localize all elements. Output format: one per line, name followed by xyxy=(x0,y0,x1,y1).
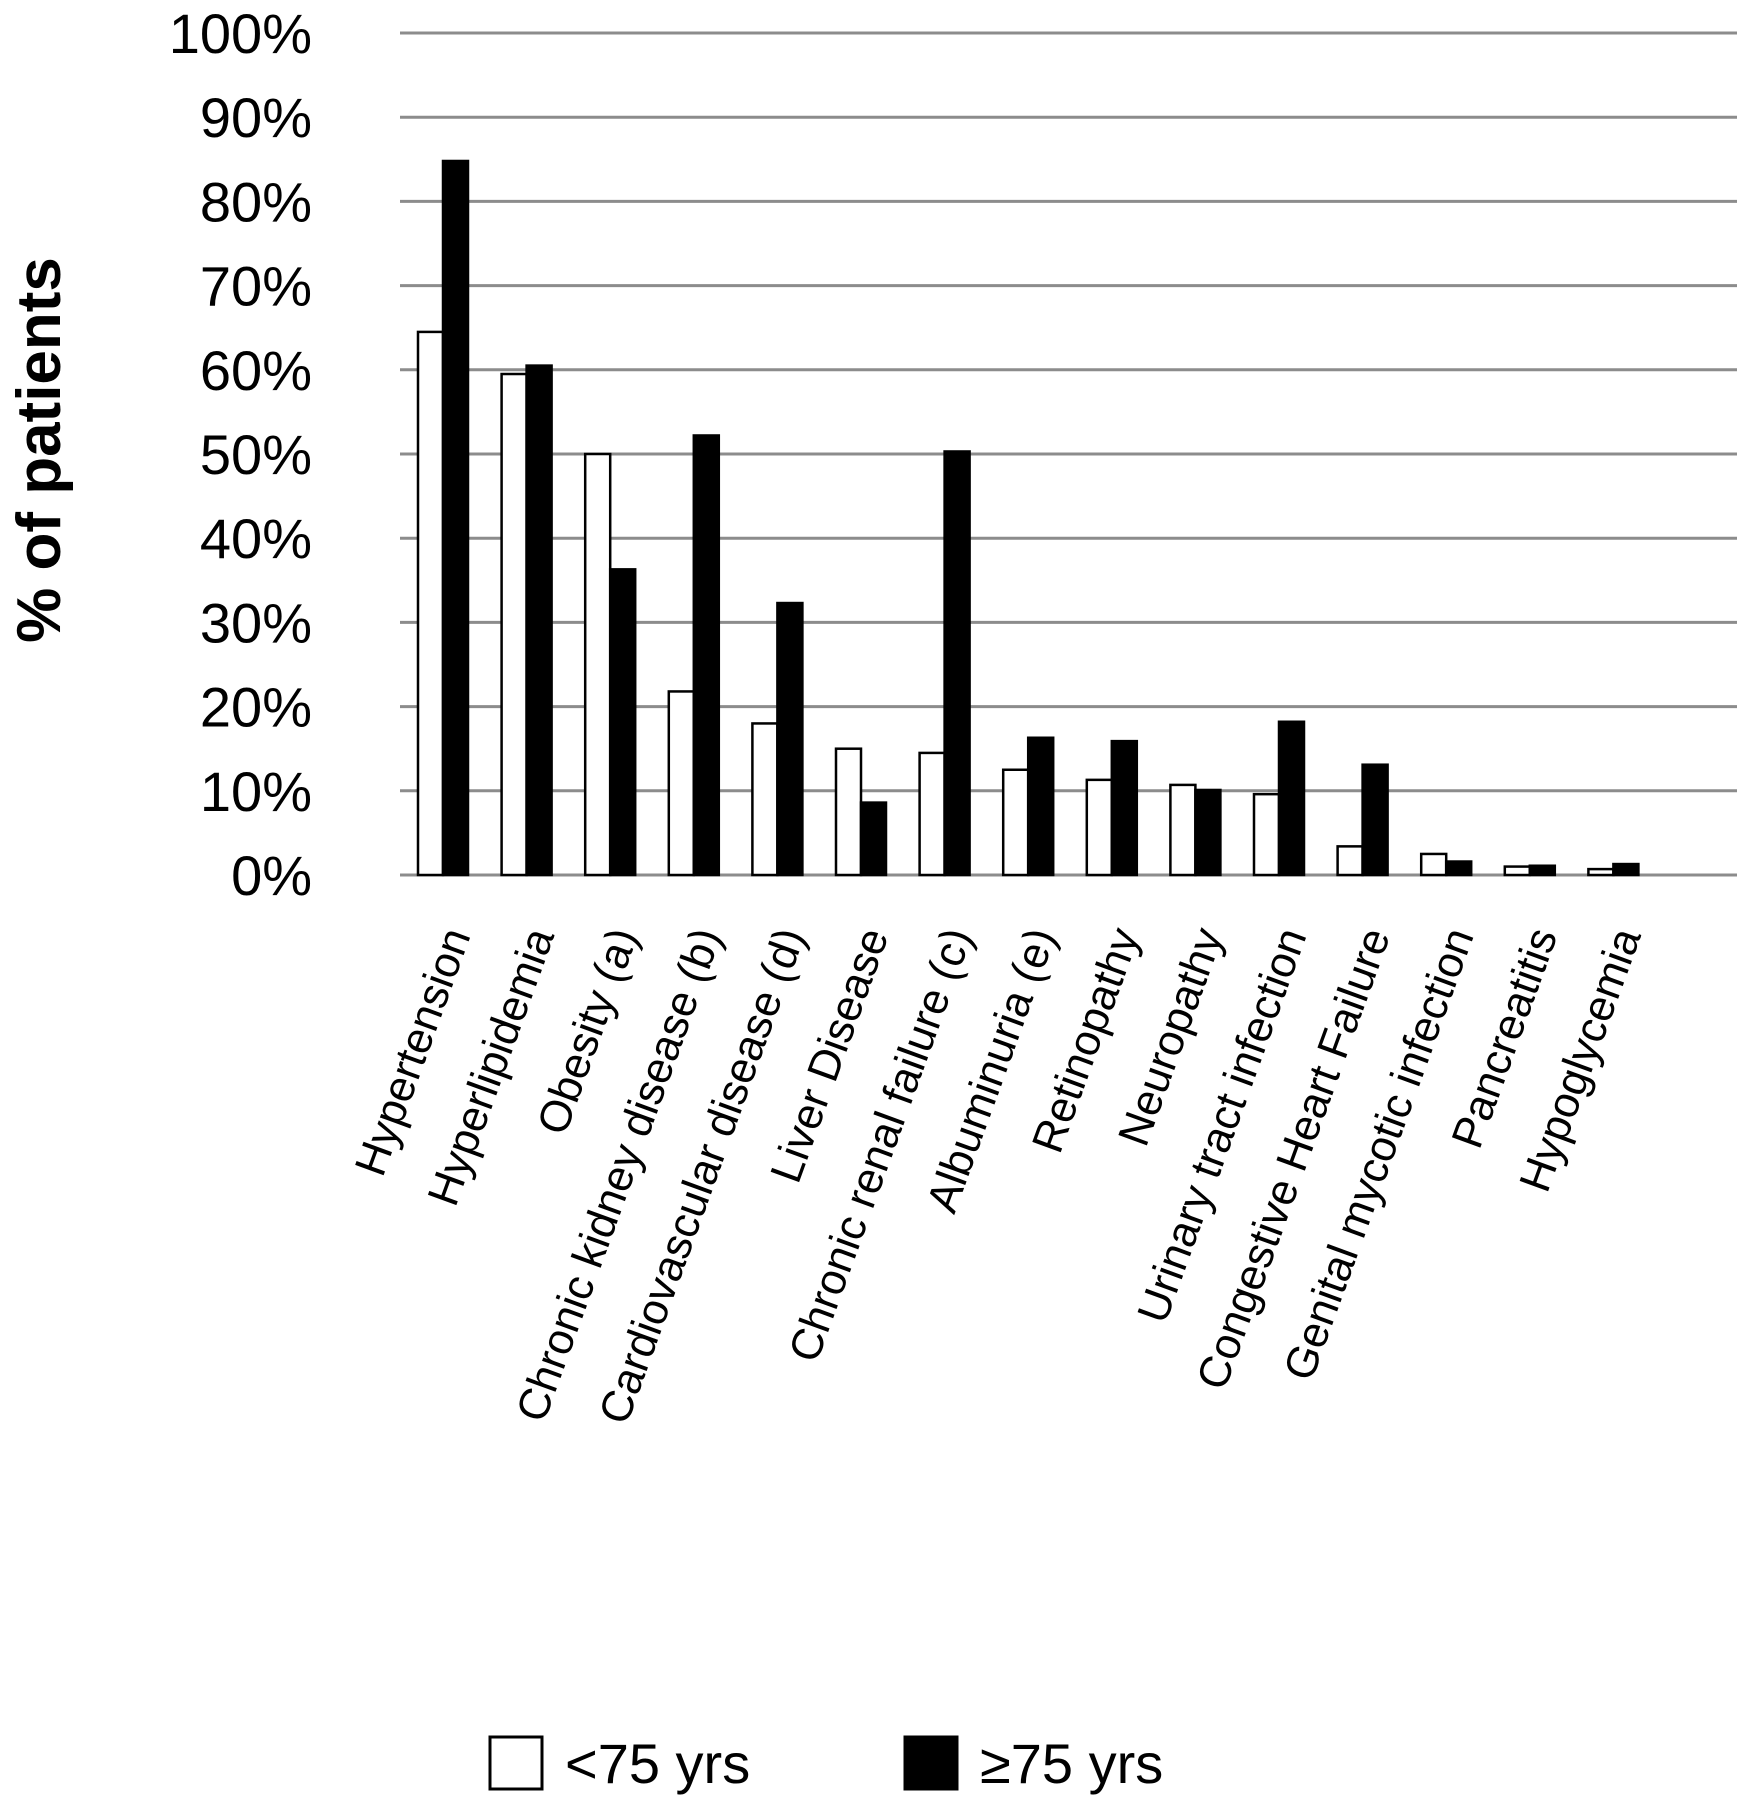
bar-75-plus xyxy=(1110,739,1139,877)
bar-under-75 xyxy=(1252,792,1281,877)
bar-75-plus xyxy=(1026,736,1055,877)
bar-under-75 xyxy=(751,722,779,877)
legend-swatch xyxy=(488,1735,544,1791)
y-tick-label: 40% xyxy=(200,507,312,570)
y-tick-label: 30% xyxy=(200,591,312,654)
y-axis-ticks: 0% 10% 20% 30% 40% 50% 60% 70% 80% 90% 100% xyxy=(169,2,312,907)
y-tick-label: 90% xyxy=(200,86,312,149)
bar-75-plus xyxy=(1277,720,1306,877)
bar-75-plus xyxy=(776,601,804,877)
bar-75-plus xyxy=(859,801,888,877)
bar-under-75 xyxy=(667,690,696,877)
bar-75-plus xyxy=(525,364,553,877)
bar-75-plus xyxy=(1361,763,1389,877)
bar-under-75 xyxy=(1085,778,1114,877)
bar-under-75 xyxy=(500,372,528,877)
bar-under-75 xyxy=(834,747,863,877)
legend-label: <75 yrs xyxy=(565,1732,750,1795)
y-tick-label: 0% xyxy=(231,844,312,907)
legend-swatch xyxy=(903,1735,959,1791)
bar-under-75 xyxy=(1503,865,1532,877)
bar-under-75 xyxy=(918,751,946,877)
bar-75-plus xyxy=(1194,788,1222,877)
y-tick-label: 70% xyxy=(200,255,312,318)
bar-75-plus xyxy=(1528,864,1557,877)
bar-75-plus xyxy=(608,568,637,877)
bar-under-75 xyxy=(583,452,612,877)
bar-under-75 xyxy=(1587,867,1615,877)
y-tick-label: 20% xyxy=(200,676,312,739)
bar-75-plus xyxy=(441,159,470,877)
y-tick-label: 50% xyxy=(200,423,312,486)
bar-75-plus xyxy=(1612,862,1640,877)
y-tick-label: 80% xyxy=(200,170,312,233)
y-tick-label: 60% xyxy=(200,339,312,402)
legend-label: ≥75 yrs xyxy=(980,1732,1163,1795)
bar-under-75 xyxy=(1336,845,1364,877)
y-tick-label: 100% xyxy=(169,2,312,65)
bar-under-75 xyxy=(1169,783,1197,877)
y-tick-label: 10% xyxy=(200,760,312,823)
bar-75-plus xyxy=(943,450,971,877)
bar-under-75 xyxy=(1001,768,1030,877)
bar-75-plus xyxy=(1444,860,1473,877)
y-axis-label: % of patients xyxy=(5,257,74,643)
bar-under-75 xyxy=(416,330,445,877)
bar-75-plus xyxy=(692,434,721,877)
bar-under-75 xyxy=(1419,852,1448,877)
bars xyxy=(416,159,1640,877)
legend: <75 yrs ≥75 yrs xyxy=(488,1732,1163,1795)
